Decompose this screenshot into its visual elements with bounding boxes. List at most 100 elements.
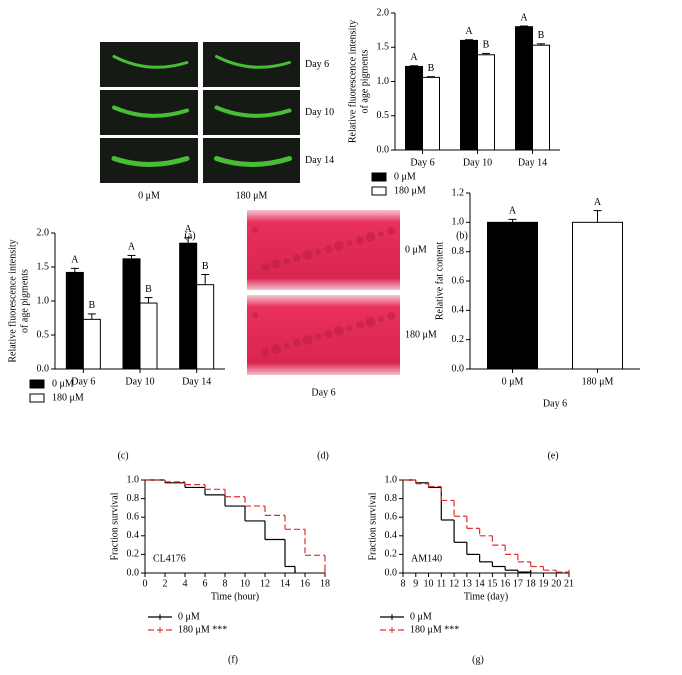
stain-spot: [252, 227, 258, 233]
panel-label: (a): [184, 230, 195, 241]
y-tick-label: 0.6: [452, 275, 465, 286]
stain-spot: [293, 254, 301, 262]
y-tick-label: 0.8: [452, 246, 465, 257]
stain-spot: [261, 348, 270, 356]
x-tick-label: Day 10: [125, 376, 154, 387]
stained-image: [247, 210, 400, 290]
x-tick-label: 19: [538, 578, 548, 589]
legend-swatch: [371, 172, 387, 182]
legend-swatch: [29, 393, 45, 403]
legend-label: 0 μM: [394, 171, 416, 182]
stain-spot: [324, 245, 333, 253]
bar: [572, 221, 623, 370]
x-tick-label: 10: [240, 578, 250, 589]
worm: [214, 156, 292, 167]
y-tick-label: 1.0: [37, 295, 50, 306]
x-tick-label: 12: [449, 578, 459, 589]
caption: Day 6: [311, 387, 335, 398]
y-tick-label: 0.6: [385, 511, 398, 522]
x-axis-label: Day 6: [543, 398, 567, 409]
significance-letter: A: [185, 224, 193, 235]
x-tick-label: 21: [564, 578, 574, 589]
x-tick-label: 11: [436, 578, 446, 589]
row-label: 0 μM: [405, 244, 427, 255]
annotation: CL4176: [153, 553, 186, 564]
legend-label: 0 μM: [410, 611, 432, 622]
bar: [179, 242, 198, 370]
y-tick-label: 0.4: [385, 530, 398, 541]
column-label: 0 μM: [138, 190, 160, 201]
legend-label: 180 μM ***: [410, 624, 459, 635]
stain-spot: [365, 232, 376, 242]
bar: [477, 54, 495, 151]
significance-letter: B: [145, 284, 152, 295]
significance-letter: B: [483, 40, 490, 51]
x-axis-label: Time (day): [464, 591, 508, 602]
row-label: Day 6: [305, 59, 329, 70]
y-tick-label: 2.0: [377, 7, 390, 18]
x-tick-label: Day 10: [463, 157, 492, 168]
y-tick-label: 0.0: [37, 363, 50, 374]
x-tick-label: 15: [487, 578, 497, 589]
x-tick-label: 0 μM: [502, 376, 524, 387]
significance-letter: A: [128, 242, 136, 253]
y-tick-label: 0.8: [385, 493, 398, 504]
legend-label: 180 μM ***: [178, 624, 227, 635]
x-tick-label: 4: [183, 578, 188, 589]
y-axis-label: Fraction survival: [367, 492, 378, 560]
stain-spot: [334, 326, 344, 336]
significance-letter: A: [594, 197, 602, 208]
panel-label: (b): [456, 230, 468, 241]
significance-letter: A: [465, 26, 473, 37]
stain-spot: [271, 259, 281, 269]
x-tick-label: 20: [551, 578, 561, 589]
bar: [196, 284, 215, 370]
y-tick-label: 0.2: [385, 549, 398, 560]
x-axis-label: Time (hour): [211, 591, 259, 602]
bar: [487, 221, 538, 370]
stain-spot: [283, 258, 290, 264]
x-tick-label: 9: [413, 578, 418, 589]
worm: [112, 105, 189, 118]
y-axis-label: of age pigments: [19, 269, 30, 333]
x-tick-label: 13: [462, 578, 472, 589]
stain-spot: [293, 339, 301, 347]
y-tick-label: 1.0: [452, 217, 465, 228]
bar: [82, 318, 101, 370]
bar: [405, 65, 423, 151]
significance-letter: A: [509, 206, 517, 217]
y-tick-label: 1.5: [377, 42, 390, 53]
x-tick-label: Day 14: [182, 376, 211, 387]
stain-spot: [346, 240, 353, 246]
stained-image: [247, 295, 400, 375]
panel-label: (d): [317, 450, 329, 461]
y-tick-label: 0.2: [127, 549, 140, 560]
row-label: Day 14: [305, 155, 334, 166]
y-tick-label: 0.2: [452, 334, 465, 345]
row-label: Day 10: [305, 107, 334, 118]
column-label: 180 μM: [236, 190, 268, 201]
stain-spot: [271, 344, 281, 354]
x-tick-label: 18: [320, 578, 330, 589]
y-tick-label: 0.0: [377, 144, 390, 155]
significance-letter: A: [410, 52, 418, 63]
x-tick-label: Day 6: [71, 376, 95, 387]
legend-label: 180 μM: [52, 392, 84, 403]
x-tick-label: 10: [424, 578, 434, 589]
y-axis-label: of age pigments: [359, 49, 370, 113]
y-tick-label: 0.4: [452, 305, 465, 316]
significance-letter: B: [538, 30, 545, 41]
worm: [111, 156, 190, 167]
stain-spot: [365, 317, 376, 327]
worm: [214, 105, 292, 118]
stain-spot: [334, 241, 344, 251]
y-axis-label: Fraction survival: [109, 492, 120, 560]
x-tick-label: 16: [500, 578, 510, 589]
y-tick-label: 1.5: [37, 261, 50, 272]
legend-label: 0 μM: [178, 611, 200, 622]
y-tick-label: 0.0: [127, 567, 140, 578]
stain-spot: [324, 330, 333, 338]
stain-spot: [356, 321, 364, 329]
significance-letter: B: [202, 261, 209, 272]
x-tick-label: 6: [203, 578, 208, 589]
